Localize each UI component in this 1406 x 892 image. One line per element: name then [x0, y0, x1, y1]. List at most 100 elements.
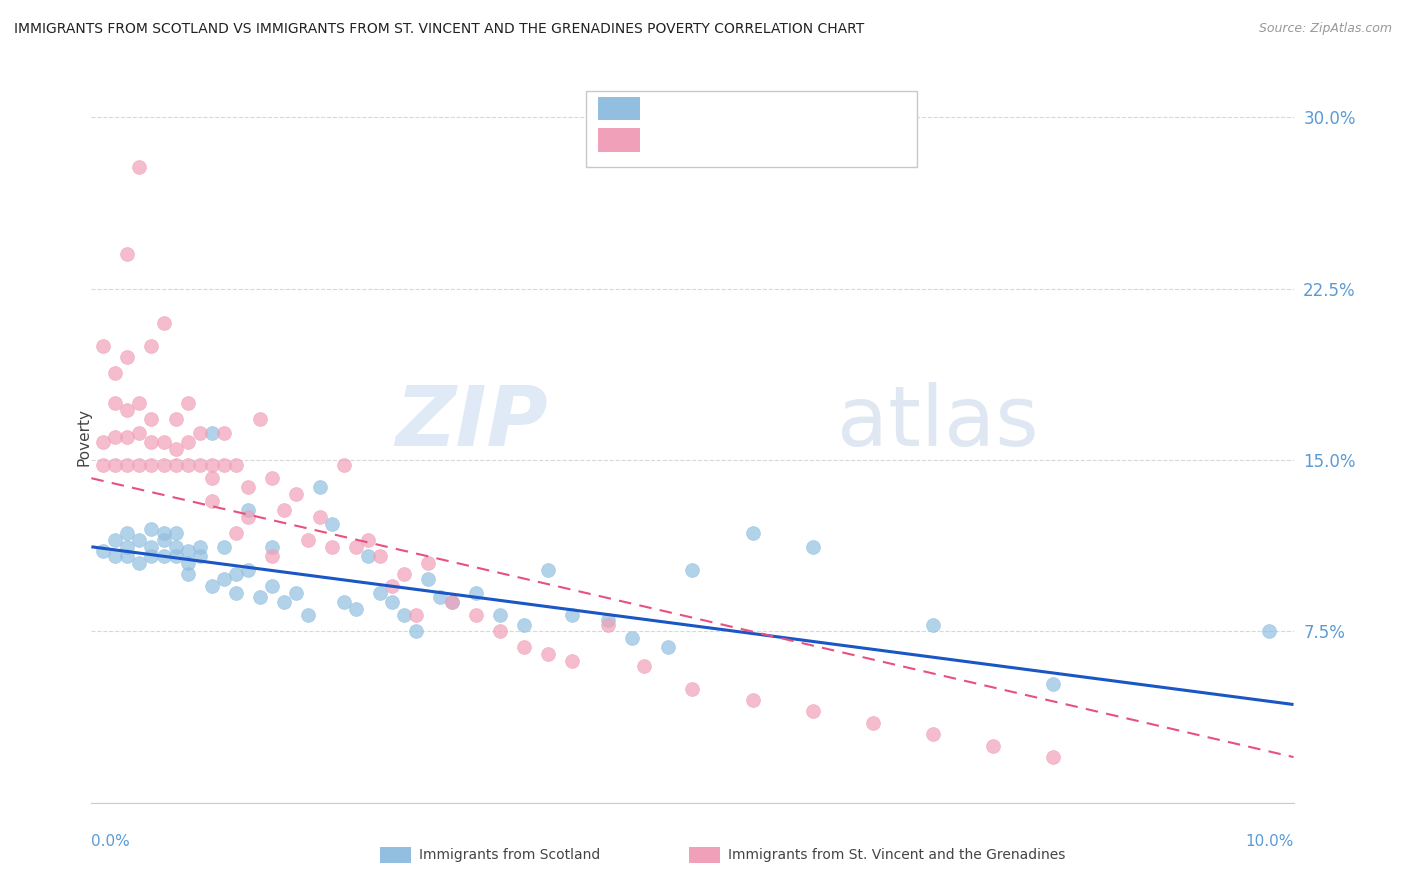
Point	[117, 402, 139, 417]
Point	[225, 458, 247, 472]
Point	[405, 624, 427, 639]
Point	[273, 594, 295, 608]
Point	[657, 640, 679, 655]
Text: -0.277: -0.277	[693, 100, 751, 118]
Point	[117, 549, 139, 563]
Point	[236, 510, 259, 524]
Point	[201, 471, 224, 485]
Point	[141, 434, 163, 449]
Y-axis label: Poverty: Poverty	[77, 408, 91, 467]
Point	[1042, 677, 1064, 691]
Point	[249, 412, 271, 426]
Point	[681, 563, 703, 577]
Point	[392, 567, 415, 582]
Text: R =: R =	[651, 131, 690, 149]
Point	[236, 480, 259, 494]
Point	[212, 540, 235, 554]
Point	[801, 705, 824, 719]
Point	[93, 338, 115, 352]
Point	[104, 458, 127, 472]
Point	[212, 425, 235, 440]
Point	[141, 338, 163, 352]
Point	[141, 549, 163, 563]
Point	[128, 556, 150, 570]
Point	[236, 503, 259, 517]
Text: 10.0%: 10.0%	[1246, 834, 1294, 849]
Point	[922, 727, 945, 741]
Text: N =: N =	[773, 100, 813, 118]
Point	[405, 608, 427, 623]
Point	[117, 458, 139, 472]
Point	[357, 533, 380, 547]
Text: Immigrants from Scotland: Immigrants from Scotland	[419, 847, 600, 862]
Point	[117, 350, 139, 364]
Point	[152, 316, 174, 330]
Point	[416, 572, 439, 586]
Point	[104, 430, 127, 444]
Point	[1042, 750, 1064, 764]
Point	[93, 458, 115, 472]
Point	[176, 544, 198, 558]
Point	[429, 590, 451, 604]
Point	[333, 458, 356, 472]
Point	[165, 540, 187, 554]
Point	[321, 516, 343, 531]
Point	[598, 617, 620, 632]
Point	[633, 658, 655, 673]
Point	[212, 458, 235, 472]
Text: IMMIGRANTS FROM SCOTLAND VS IMMIGRANTS FROM ST. VINCENT AND THE GRENADINES POVER: IMMIGRANTS FROM SCOTLAND VS IMMIGRANTS F…	[14, 22, 865, 37]
Point	[381, 594, 404, 608]
Point	[260, 471, 283, 485]
Point	[176, 567, 198, 582]
Text: 62: 62	[813, 100, 835, 118]
Point	[862, 715, 884, 730]
Point	[260, 540, 283, 554]
Point	[297, 533, 319, 547]
Text: Immigrants from St. Vincent and the Grenadines: Immigrants from St. Vincent and the Gren…	[728, 847, 1066, 862]
Point	[176, 458, 198, 472]
Text: atlas: atlas	[837, 382, 1039, 463]
Point	[117, 247, 139, 261]
Point	[117, 430, 139, 444]
Text: Source: ZipAtlas.com: Source: ZipAtlas.com	[1258, 22, 1392, 36]
Point	[236, 563, 259, 577]
Point	[201, 425, 224, 440]
Point	[165, 549, 187, 563]
Point	[141, 412, 163, 426]
Point	[284, 585, 307, 599]
Point	[188, 540, 211, 554]
Text: R =: R =	[651, 100, 690, 118]
Text: ZIP: ZIP	[395, 382, 548, 463]
Point	[321, 540, 343, 554]
Text: -0.198: -0.198	[693, 131, 751, 149]
Point	[741, 693, 763, 707]
Point	[561, 654, 583, 668]
Point	[741, 526, 763, 541]
Point	[489, 624, 512, 639]
Point	[128, 533, 150, 547]
Point	[416, 556, 439, 570]
Point	[357, 549, 380, 563]
Point	[801, 540, 824, 554]
Point	[165, 412, 187, 426]
Text: 71: 71	[813, 131, 835, 149]
Point	[176, 396, 198, 410]
Point	[333, 594, 356, 608]
Point	[93, 544, 115, 558]
Point	[681, 681, 703, 696]
Point	[188, 549, 211, 563]
Point	[128, 458, 150, 472]
Point	[308, 510, 330, 524]
Point	[308, 480, 330, 494]
Point	[225, 585, 247, 599]
Point	[93, 434, 115, 449]
Point	[561, 608, 583, 623]
Point	[297, 608, 319, 623]
Point	[260, 579, 283, 593]
Point	[440, 594, 463, 608]
Point	[225, 567, 247, 582]
Point	[152, 533, 174, 547]
Point	[212, 572, 235, 586]
Point	[201, 458, 224, 472]
Point	[273, 503, 295, 517]
